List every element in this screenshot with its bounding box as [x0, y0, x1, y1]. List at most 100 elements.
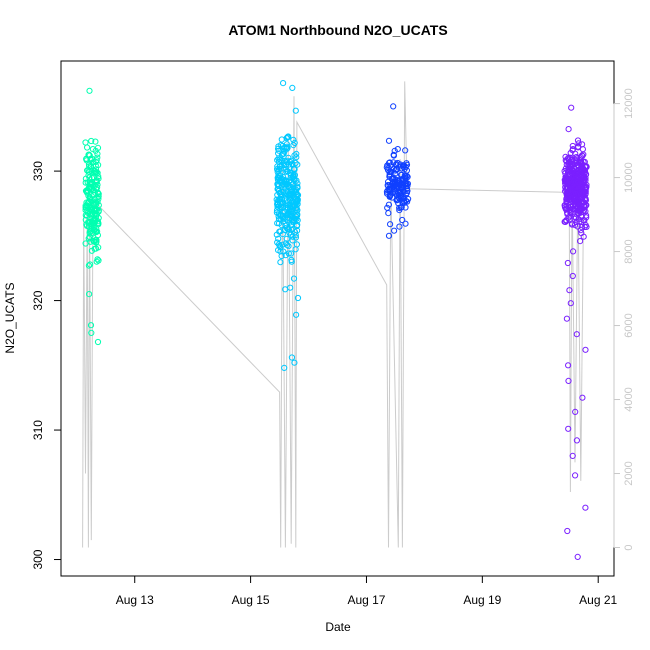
data-point: [94, 154, 101, 161]
data-point: [571, 215, 578, 222]
data-point: [94, 181, 101, 188]
data-point: [569, 452, 576, 459]
data-point: [278, 151, 285, 158]
data-point: [92, 138, 99, 145]
data-point: [582, 346, 589, 353]
data-point: [292, 107, 299, 114]
data-point: [399, 199, 406, 206]
data-point: [275, 150, 282, 157]
data-point: [579, 394, 586, 401]
data-point: [577, 209, 584, 216]
data-point: [578, 152, 586, 159]
data-point: [402, 204, 409, 211]
data-point: [563, 202, 570, 209]
data-point: [403, 167, 410, 174]
data-point: [580, 203, 588, 210]
data-point: [82, 179, 89, 186]
data-point: [278, 222, 285, 229]
data-point: [274, 157, 281, 164]
data-point: [291, 172, 298, 179]
data-point: [88, 329, 95, 336]
data-point: [563, 315, 571, 322]
data-point: [568, 104, 575, 111]
data-point: [287, 174, 294, 181]
data-point: [293, 150, 300, 157]
data-point: [568, 157, 575, 164]
data-point: [573, 163, 580, 170]
data-point: [569, 272, 576, 280]
y-axis-left: 300 310 320 330: [31, 161, 62, 570]
data-point: [284, 242, 291, 249]
data-point: [288, 212, 295, 219]
data-point: [93, 157, 100, 164]
data-point: [277, 165, 284, 172]
data-point: [95, 175, 102, 182]
data-point: [276, 242, 283, 249]
data-point: [280, 80, 287, 87]
y-axis-right: 0 2000 4000 6000 8000 10000 12000: [613, 88, 635, 551]
plot-frame: [60, 60, 615, 577]
data-point: [390, 159, 397, 166]
data-point: [283, 145, 291, 152]
data-point: [575, 203, 582, 211]
series-flight-aug15: [273, 80, 302, 371]
data-point: [292, 206, 299, 213]
data-point: [83, 221, 90, 228]
data-point: [402, 220, 409, 227]
data-point: [283, 200, 290, 207]
data-point: [82, 204, 90, 211]
data-point: [274, 182, 281, 189]
data-point: [580, 233, 587, 240]
y-tick-label: 330: [31, 161, 45, 181]
data-point: [564, 527, 571, 535]
data-point: [575, 140, 582, 147]
data-point: [392, 190, 399, 197]
x-tick-label: Aug 21: [579, 593, 617, 607]
data-point: [280, 159, 287, 166]
data-point: [574, 178, 582, 186]
data-point: [276, 189, 283, 196]
data-point: [402, 147, 409, 154]
data-point: [291, 165, 298, 172]
data-point: [561, 204, 569, 211]
data-point: [566, 176, 574, 183]
data-point: [575, 144, 582, 151]
data-point: [565, 362, 572, 369]
chart-title: ATOM1 Northbound N2O_UCATS: [228, 22, 447, 38]
altitude-trace-layer: [82, 81, 585, 548]
data-point: [277, 190, 284, 197]
data-point: [294, 294, 302, 302]
data-point: [385, 232, 393, 239]
data-point: [275, 241, 282, 248]
data-point: [93, 238, 100, 245]
data-point: [275, 143, 282, 150]
data-point: [91, 238, 98, 245]
data-point: [277, 193, 284, 201]
data-point: [287, 284, 294, 291]
data-point: [290, 218, 297, 226]
data-point: [562, 180, 569, 187]
data-point: [582, 504, 589, 511]
y2-tick-label: 8000: [623, 239, 635, 263]
data-point: [391, 179, 398, 186]
data-point: [574, 199, 581, 206]
data-point: [402, 163, 409, 170]
data-point: [87, 164, 95, 171]
data-point: [91, 216, 99, 223]
data-point: [285, 133, 292, 140]
data-point: [384, 204, 391, 211]
data-point: [92, 245, 100, 252]
data-point: [285, 250, 292, 257]
data-points-layer: [82, 80, 590, 561]
data-point: [568, 203, 575, 210]
data-point: [290, 136, 297, 143]
data-point: [583, 214, 590, 221]
data-point: [282, 222, 289, 229]
data-point: [580, 158, 587, 166]
data-point: [572, 408, 579, 415]
data-point: [394, 166, 401, 173]
series-flight-aug17: [383, 103, 412, 239]
data-point: [572, 150, 579, 157]
data-point: [82, 212, 89, 219]
data-point: [391, 227, 398, 234]
